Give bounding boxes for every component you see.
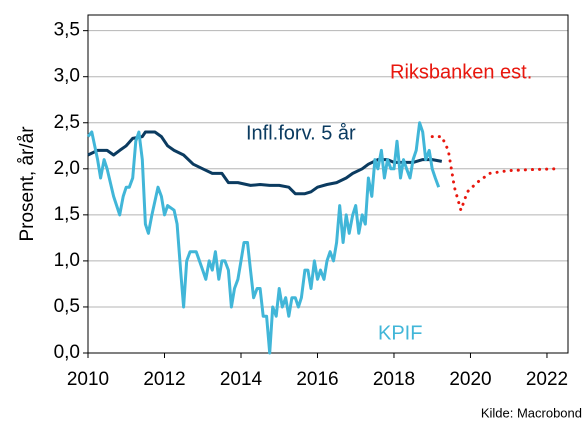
series-line — [430, 135, 558, 212]
y-tick-label: 2,0 — [54, 158, 80, 179]
series-label: KPIF — [378, 322, 422, 344]
x-tick-label: 2014 — [220, 369, 263, 390]
y-tick-label: 3,0 — [54, 66, 80, 87]
x-tick-label: 2012 — [143, 369, 185, 390]
y-tick-label: 3,5 — [54, 20, 80, 41]
series-label: Riksbanken est. — [390, 61, 532, 83]
y-tick-label: 2,5 — [54, 112, 80, 133]
x-tick-label: 2010 — [67, 369, 109, 390]
x-tick-label: 2020 — [449, 369, 491, 390]
y-tick-label: 0,0 — [54, 342, 80, 363]
y-tick-label: 1,5 — [54, 204, 80, 225]
x-tick-label: 2018 — [373, 369, 415, 390]
y-tick-label: 0,5 — [54, 296, 80, 317]
x-tick-label: 2016 — [296, 369, 338, 390]
source: Kilde: Macrobond — [481, 405, 582, 420]
y-tick-label: 1,0 — [54, 250, 80, 271]
y-axis-label: Prosent, år/år — [17, 126, 38, 242]
plot-frame — [87, 14, 569, 354]
series-line — [86, 121, 441, 355]
x-tick-label: 2022 — [526, 369, 568, 390]
series-label: Infl.forv. 5 år — [246, 122, 356, 144]
